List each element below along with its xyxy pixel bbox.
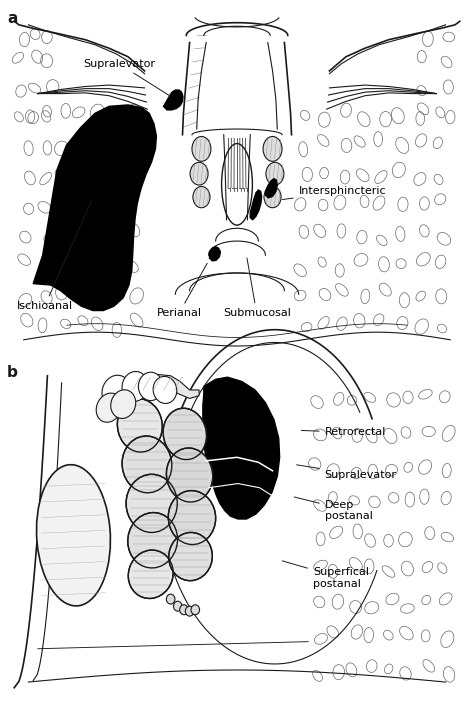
Ellipse shape xyxy=(180,605,188,615)
Ellipse shape xyxy=(126,474,177,532)
Text: Superfical
postanal: Superfical postanal xyxy=(283,561,369,588)
Text: Submucosal: Submucosal xyxy=(223,258,291,318)
Ellipse shape xyxy=(128,550,173,598)
Text: Supralevator: Supralevator xyxy=(83,59,171,96)
Ellipse shape xyxy=(168,491,216,545)
Ellipse shape xyxy=(263,136,282,162)
Polygon shape xyxy=(265,179,277,198)
Text: Perianal: Perianal xyxy=(156,263,207,318)
Polygon shape xyxy=(197,26,277,129)
Ellipse shape xyxy=(102,375,130,408)
Polygon shape xyxy=(164,90,183,110)
Ellipse shape xyxy=(166,594,175,604)
Ellipse shape xyxy=(190,162,208,185)
Ellipse shape xyxy=(192,136,211,162)
Ellipse shape xyxy=(111,390,136,418)
Text: Deep
postanal: Deep postanal xyxy=(294,497,373,521)
Polygon shape xyxy=(203,377,280,519)
Ellipse shape xyxy=(169,532,212,581)
Ellipse shape xyxy=(122,372,148,401)
Ellipse shape xyxy=(166,448,213,502)
Ellipse shape xyxy=(153,376,177,403)
Polygon shape xyxy=(210,247,220,261)
Ellipse shape xyxy=(173,601,182,611)
Text: Supralevator: Supralevator xyxy=(297,465,397,480)
Ellipse shape xyxy=(128,513,177,568)
Ellipse shape xyxy=(264,186,281,208)
Polygon shape xyxy=(250,190,262,220)
Text: a: a xyxy=(7,11,18,26)
Text: Intersphincteric: Intersphincteric xyxy=(283,186,386,199)
Ellipse shape xyxy=(163,408,207,459)
Ellipse shape xyxy=(221,143,252,225)
Ellipse shape xyxy=(266,162,284,185)
Polygon shape xyxy=(33,105,156,311)
Ellipse shape xyxy=(138,372,163,401)
Ellipse shape xyxy=(118,398,162,452)
Text: Ischioanal: Ischioanal xyxy=(17,201,91,311)
Ellipse shape xyxy=(191,605,200,615)
Ellipse shape xyxy=(193,186,210,208)
Ellipse shape xyxy=(36,464,110,606)
Text: b: b xyxy=(7,365,18,380)
Ellipse shape xyxy=(96,393,122,423)
Text: Retrorectal: Retrorectal xyxy=(301,428,386,437)
Polygon shape xyxy=(126,374,199,398)
Ellipse shape xyxy=(185,606,194,616)
Ellipse shape xyxy=(122,436,172,493)
